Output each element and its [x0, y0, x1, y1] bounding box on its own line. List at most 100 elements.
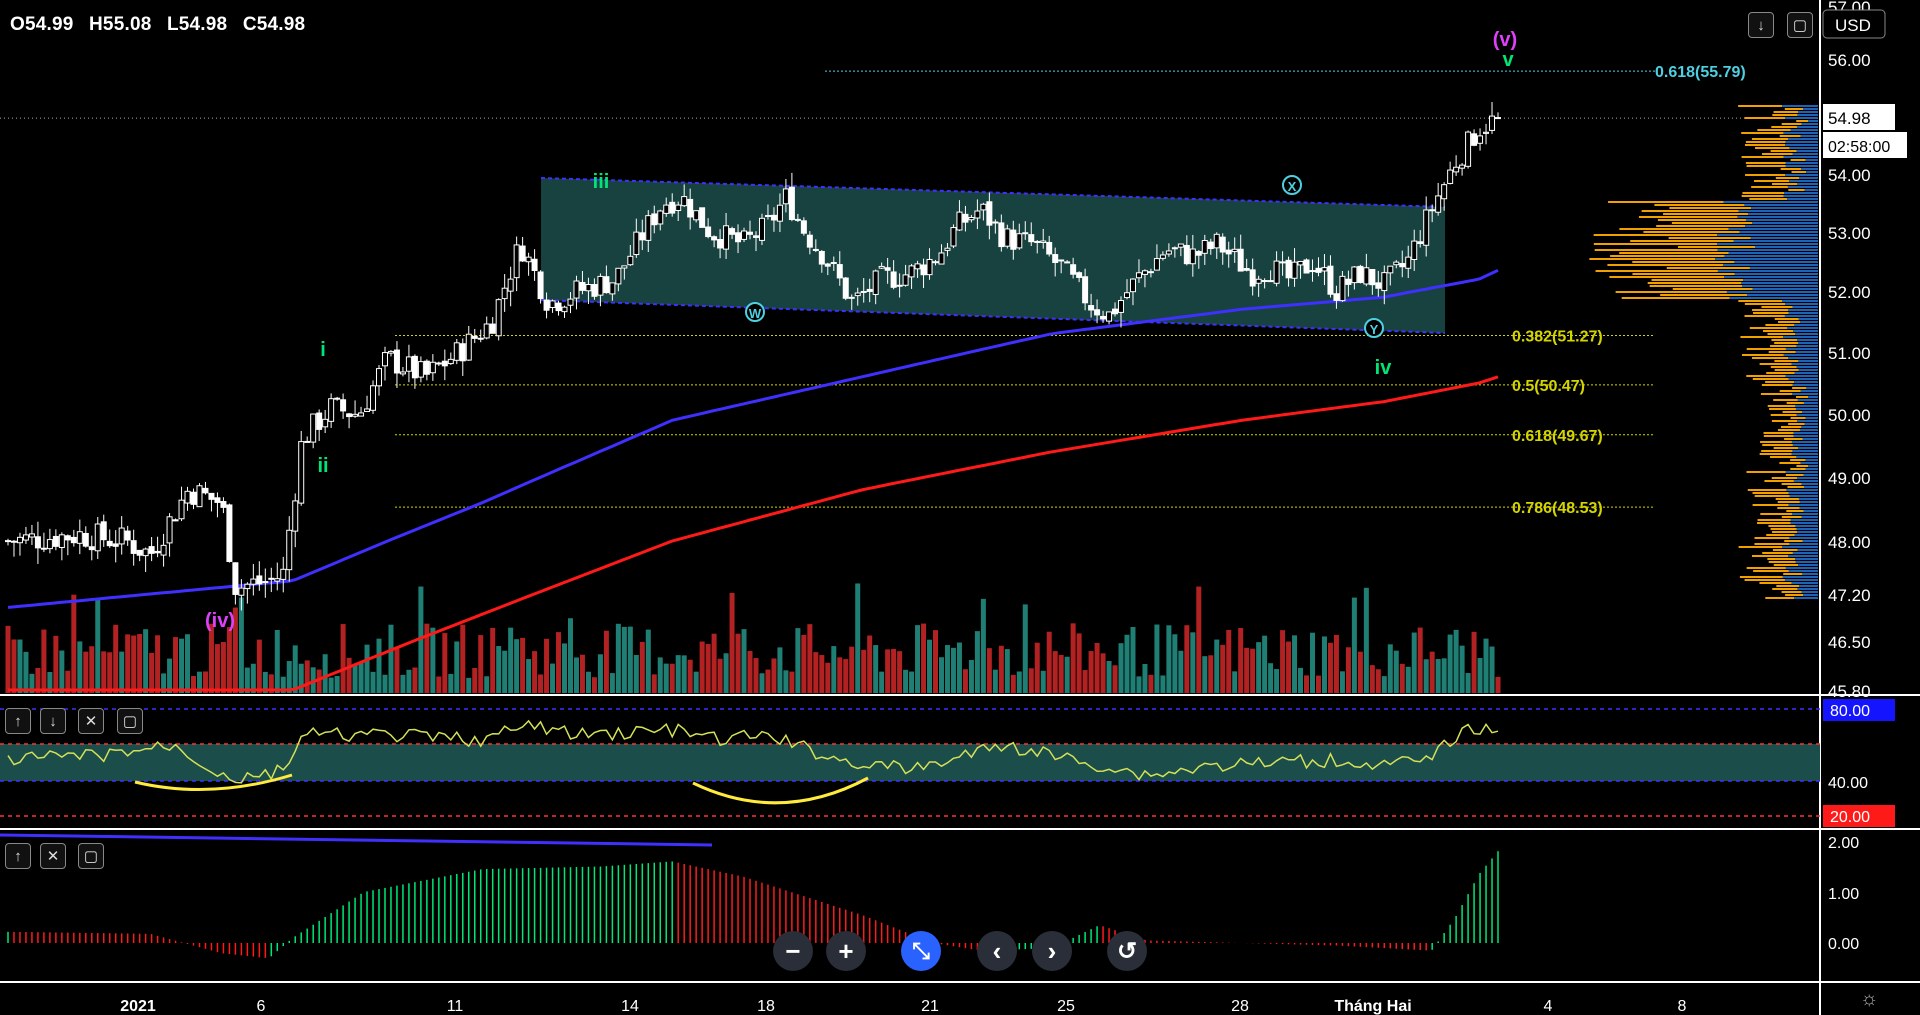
candle-body — [519, 245, 526, 262]
settings-gear-icon[interactable]: ☼ — [1860, 988, 1879, 1010]
volume-bar — [675, 655, 681, 693]
volume-profile-bar — [1777, 321, 1800, 323]
volume-profile-bar — [1783, 336, 1818, 338]
candle-body — [262, 581, 269, 584]
scroll-down-button[interactable]: ↓ — [1748, 12, 1774, 38]
osc-close-button[interactable]: ✕ — [40, 843, 66, 869]
volume-profile-bar — [1789, 180, 1818, 182]
volume-bar — [412, 667, 418, 693]
candle-body — [82, 532, 89, 547]
volume-bar — [466, 677, 472, 693]
scroll-left-button[interactable]: ‹ — [977, 931, 1017, 971]
candle-body — [1225, 249, 1232, 255]
candle-body — [1327, 265, 1334, 295]
candle-body — [172, 519, 179, 522]
volume-bar — [627, 626, 633, 693]
maximize-button[interactable]: ▢ — [1787, 12, 1813, 38]
candle-body — [920, 264, 927, 276]
candle-body — [639, 232, 646, 241]
compress-icon: ⤡ — [912, 938, 930, 963]
volume-profile-bar — [1757, 519, 1791, 521]
volume-profile-bar — [1791, 453, 1818, 455]
candle-body — [800, 220, 807, 234]
volume-profile-bar — [1762, 153, 1793, 155]
volume-bar — [705, 644, 711, 693]
volume-profile-bar — [1798, 111, 1818, 113]
volume-bar — [1399, 663, 1405, 693]
candle-body — [549, 300, 556, 309]
volume-bar — [334, 675, 340, 693]
candle-body — [908, 265, 915, 278]
volume-profile-bar — [1615, 291, 1727, 293]
volume-bar — [1477, 657, 1483, 693]
candle-body — [1387, 265, 1394, 274]
zoom-in-button[interactable]: + — [826, 931, 866, 971]
wave-channel — [541, 178, 1445, 333]
rsi-move-down-button[interactable]: ↓ — [40, 708, 66, 734]
rsi-close-button[interactable]: ✕ — [78, 708, 104, 734]
candle-body — [1351, 266, 1358, 284]
volume-profile-bar — [1734, 261, 1818, 263]
volume-profile-bar — [1752, 222, 1818, 224]
volume-bar — [915, 625, 921, 693]
maximize-icon: ▢ — [83, 848, 99, 865]
rsi-maximize-button[interactable]: ▢ — [117, 708, 143, 734]
zoom-out-button[interactable]: − — [773, 931, 813, 971]
candle-body — [1441, 184, 1448, 200]
candle-body — [1423, 209, 1430, 246]
volume-profile-bar — [1795, 396, 1809, 398]
volume-profile-bar — [1791, 171, 1807, 173]
candle-body — [1411, 240, 1418, 260]
volume-profile-bar — [1795, 558, 1818, 560]
arrow-up-icon: ↑ — [14, 712, 22, 730]
moving-average-slow — [8, 375, 1499, 692]
volume-bar — [1286, 641, 1292, 693]
volume-profile-bar — [1772, 549, 1798, 551]
volume-profile-bar — [1799, 507, 1818, 509]
scroll-right-button[interactable]: › — [1032, 931, 1072, 971]
volume-profile-bar — [1803, 474, 1818, 476]
rsi-arc-annotation — [134, 773, 293, 791]
volume-profile-bar — [1745, 225, 1818, 227]
volume-bar — [1292, 635, 1298, 693]
volume-bar — [430, 627, 436, 693]
volume-profile-bar — [1792, 444, 1818, 446]
candle-body — [1058, 259, 1065, 262]
osc-maximize-button[interactable]: ▢ — [78, 843, 104, 869]
reset-chart-button[interactable]: ↺ — [1107, 931, 1147, 971]
volume-profile-bar — [1773, 111, 1799, 113]
volume-profile-bar — [1792, 552, 1818, 554]
volume-bar — [208, 623, 214, 693]
rsi-move-up-button[interactable]: ↑ — [5, 708, 31, 734]
rsi-80-box — [1823, 699, 1895, 721]
reset-scale-button[interactable]: ⤡ — [901, 931, 941, 971]
candle-body — [717, 239, 724, 249]
candle-body — [555, 302, 562, 312]
volume-bar — [789, 671, 795, 693]
volume-profile-bar — [1726, 291, 1818, 293]
candle-body — [1279, 261, 1286, 264]
volume-profile-bar — [1780, 168, 1802, 170]
volume-bar — [992, 669, 998, 693]
channel-lower-line — [540, 299, 1446, 334]
volume-profile-bar — [1746, 165, 1786, 167]
candle-body — [1195, 251, 1202, 256]
volume-profile-bar — [1749, 327, 1788, 329]
volume-profile-bar — [1632, 261, 1735, 263]
volume-profile-bar — [1803, 594, 1818, 596]
candle-body — [1333, 293, 1340, 301]
volume-bar — [1447, 634, 1453, 693]
countdown-box — [1823, 132, 1907, 158]
volume-profile-bar — [1770, 150, 1797, 152]
osc-move-up-button[interactable]: ↑ — [5, 843, 31, 869]
volume-bar — [1100, 653, 1106, 693]
candle-body — [1094, 309, 1101, 316]
candle-body — [376, 368, 383, 387]
candle-body — [735, 232, 742, 243]
volume-profile-bar — [1763, 330, 1794, 332]
candle-body — [1028, 234, 1035, 243]
candle-body — [112, 543, 119, 547]
volume-profile-bar — [1801, 483, 1818, 485]
volume-bar — [897, 651, 903, 693]
